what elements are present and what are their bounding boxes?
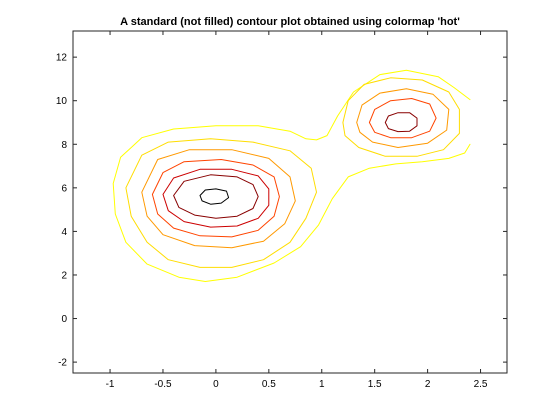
contour-level-2-path-2 xyxy=(342,77,460,157)
contour-level-4-path-1 xyxy=(151,159,280,238)
y-tick-label: 12 xyxy=(56,53,68,64)
y-tick-label: 2 xyxy=(61,270,67,281)
axes-box xyxy=(72,30,508,374)
contour-level-5-path-1 xyxy=(162,168,270,228)
contour-level-4-path-2 xyxy=(368,98,437,139)
x-tick-label: 2 xyxy=(425,379,431,390)
x-tick-label: 0 xyxy=(213,379,219,390)
y-tick-label: 4 xyxy=(61,227,67,238)
x-tick-label: 1 xyxy=(319,379,325,390)
y-tick-label: 10 xyxy=(56,96,68,107)
contour-lines xyxy=(112,69,471,282)
y-tick-label: 8 xyxy=(61,140,67,151)
contour-level-3-path-1 xyxy=(141,149,296,249)
x-tick-label: -1 xyxy=(106,379,115,390)
chart-title: A standard (not filled) contour plot obt… xyxy=(120,16,460,28)
y-axis-ticks: -2 0 2 4 6 8 10 12 xyxy=(56,53,507,369)
x-tick-label: -0.5 xyxy=(154,379,172,390)
y-tick-label: -2 xyxy=(58,358,67,369)
contour-level-2-path-1 xyxy=(125,138,317,268)
contour-level-6-path-2 xyxy=(384,112,418,133)
contour-level-6-path-1 xyxy=(173,174,259,219)
contour-level-7-path-1 xyxy=(199,188,230,205)
plot-area xyxy=(73,31,507,373)
y-tick-label: 6 xyxy=(61,183,67,194)
x-tick-label: 1.5 xyxy=(368,379,382,390)
x-tick-label: 2.5 xyxy=(474,379,488,390)
contour-level-1-path-1 xyxy=(112,69,471,282)
x-axis-ticks: -1 -0.5 0 0.5 1 1.5 2 2.5 xyxy=(106,31,488,390)
x-tick-label: 0.5 xyxy=(262,379,276,390)
contour-level-3-path-2 xyxy=(356,88,450,148)
y-tick-label: 0 xyxy=(61,314,67,325)
